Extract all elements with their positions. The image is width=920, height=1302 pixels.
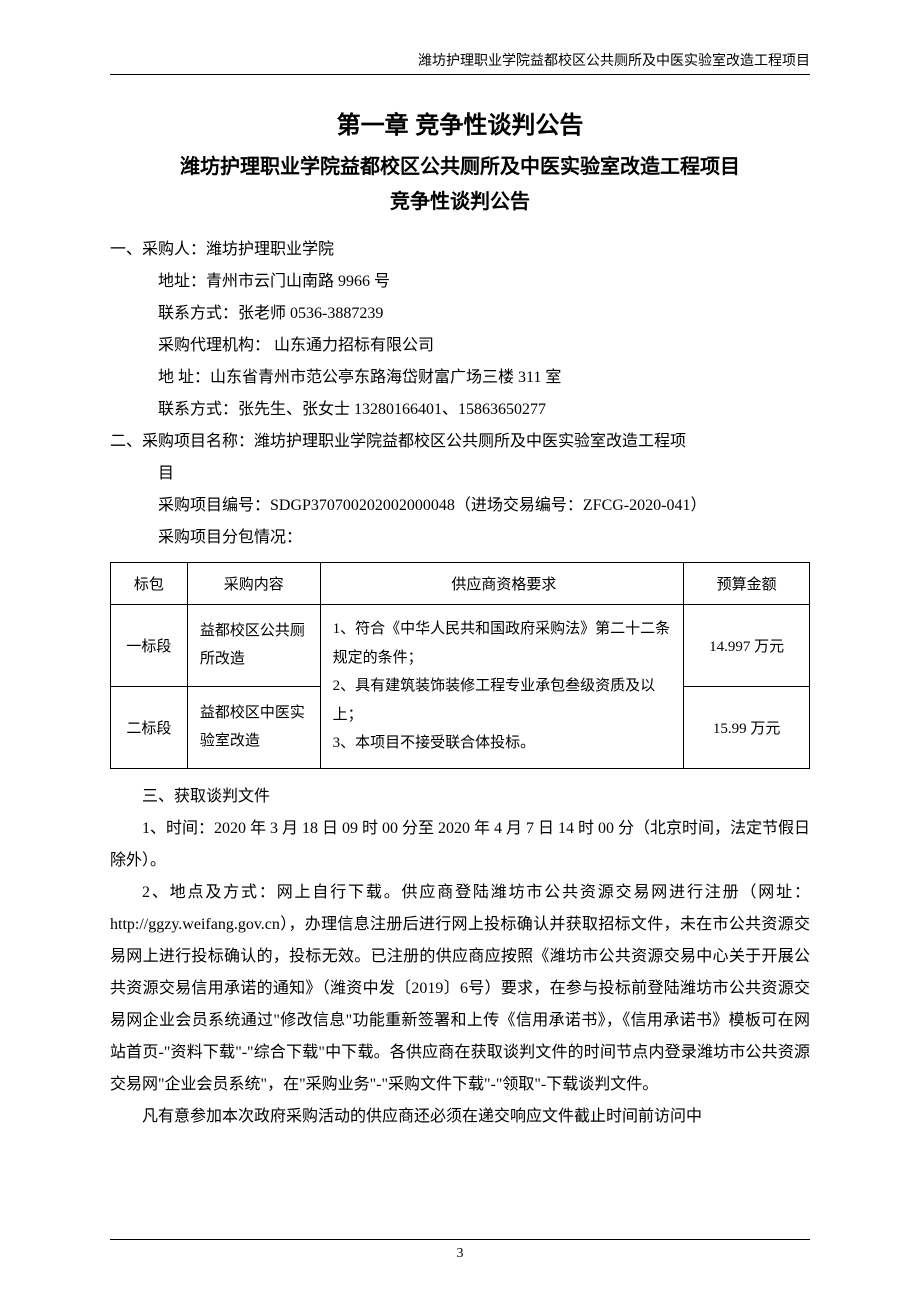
cell-content-1: 益都校区公共厕所改造 <box>187 605 320 687</box>
cell-budget-1: 14.997 万元 <box>684 605 810 687</box>
cell-requirements: 1、符合《中华人民共和国政府采购法》第二十二条规定的条件； 2、具有建筑装饰装修… <box>320 605 683 769</box>
section2-heading: 二、采购项目名称：潍坊护理职业学院益都校区公共厕所及中医实验室改造工程项 <box>110 426 810 458</box>
th-requirements: 供应商资格要求 <box>320 563 683 605</box>
running-header: 潍坊护理职业学院益都校区公共厕所及中医实验室改造工程项目 <box>110 50 810 75</box>
cell-content-2: 益都校区中医实验室改造 <box>187 686 320 768</box>
chapter-title: 第一章 竞争性谈判公告 <box>110 105 810 140</box>
cell-biaobao-1: 一标段 <box>111 605 188 687</box>
section3-p2: 2、地点及方式：网上自行下载。供应商登陆潍坊市公共资源交易网进行注册（网址：ht… <box>110 877 810 1101</box>
purchaser-address: 地址：青州市云门山南路 9966 号 <box>110 266 810 298</box>
table-row: 一标段 益都校区公共厕所改造 1、符合《中华人民共和国政府采购法》第二十二条规定… <box>111 605 810 687</box>
th-budget: 预算金额 <box>684 563 810 605</box>
th-biaobao: 标包 <box>111 563 188 605</box>
project-title: 潍坊护理职业学院益都校区公共厕所及中医实验室改造工程项目 <box>110 150 810 179</box>
section3-p1: 1、时间：2020 年 3 月 18 日 09 时 00 分至 2020 年 4… <box>110 813 810 877</box>
table-header-row: 标包 采购内容 供应商资格要求 预算金额 <box>111 563 810 605</box>
agency-contact: 联系方式：张先生、张女士 13280166401、15863650277 <box>110 394 810 426</box>
cell-budget-2: 15.99 万元 <box>684 686 810 768</box>
section3-p3: 凡有意参加本次政府采购活动的供应商还必须在递交响应文件截止时间前访问中 <box>110 1101 810 1133</box>
section1-heading: 一、采购人：潍坊护理职业学院 <box>110 234 810 266</box>
section3-heading: 三、获取谈判文件 <box>110 781 810 813</box>
package-table: 标包 采购内容 供应商资格要求 预算金额 一标段 益都校区公共厕所改造 1、符合… <box>110 562 810 769</box>
th-content: 采购内容 <box>187 563 320 605</box>
subpackage-label: 采购项目分包情况： <box>110 522 810 554</box>
section2-heading-cont: 目 <box>110 458 810 490</box>
project-number: 采购项目编号：SDGP370700202002000048（进场交易编号：ZFC… <box>110 490 810 522</box>
notice-title: 竞争性谈判公告 <box>110 185 810 214</box>
purchaser-contact: 联系方式：张老师 0536-3887239 <box>110 298 810 330</box>
cell-biaobao-2: 二标段 <box>111 686 188 768</box>
page-footer: 3 <box>110 1239 810 1262</box>
agency-address: 地 址：山东省青州市范公亭东路海岱财富广场三楼 311 室 <box>110 362 810 394</box>
agency-name: 采购代理机构： 山东通力招标有限公司 <box>110 330 810 362</box>
page-number: 3 <box>457 1246 464 1261</box>
